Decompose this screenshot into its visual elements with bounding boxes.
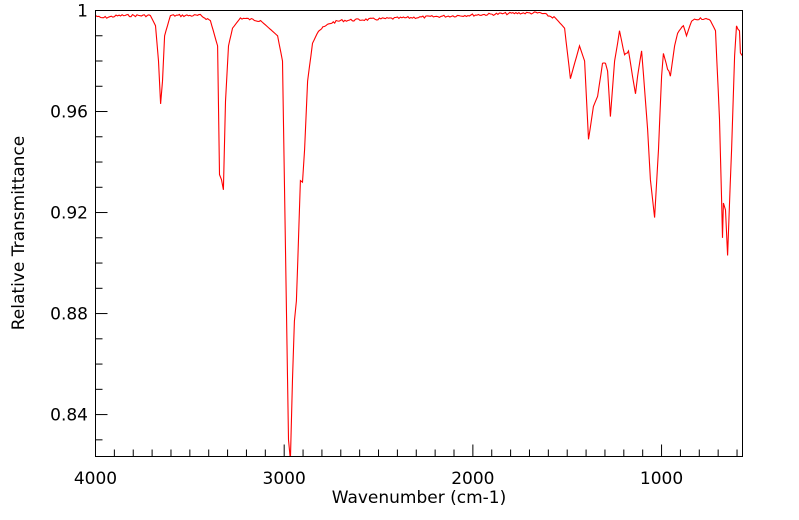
y-tick-label: 0.96: [50, 103, 88, 123]
y-tick-label: 1: [77, 2, 88, 22]
plot-frame: [95, 10, 743, 457]
y-tick-label: 0.88: [50, 305, 88, 325]
y-axis-label: Relative Transmittance: [9, 136, 29, 331]
x-tick-label: 1000: [640, 469, 683, 489]
y-tick-labels: 1 0.96 0.92 0.88 0.84: [50, 2, 88, 426]
x-tick-label: 2000: [451, 469, 494, 489]
x-tick-label: 4000: [74, 469, 117, 489]
axis-ticks: [95, 10, 738, 457]
y-tick-label: 0.92: [50, 204, 88, 224]
x-tick-labels: 4000 3000 2000 1000: [74, 469, 683, 489]
y-tick-label: 0.84: [50, 406, 88, 426]
x-axis-label: Wavenumber (cm-1): [332, 488, 507, 508]
x-tick-label: 3000: [263, 469, 306, 489]
spectrum-line: [95, 11, 743, 457]
series-layer: [95, 11, 743, 457]
